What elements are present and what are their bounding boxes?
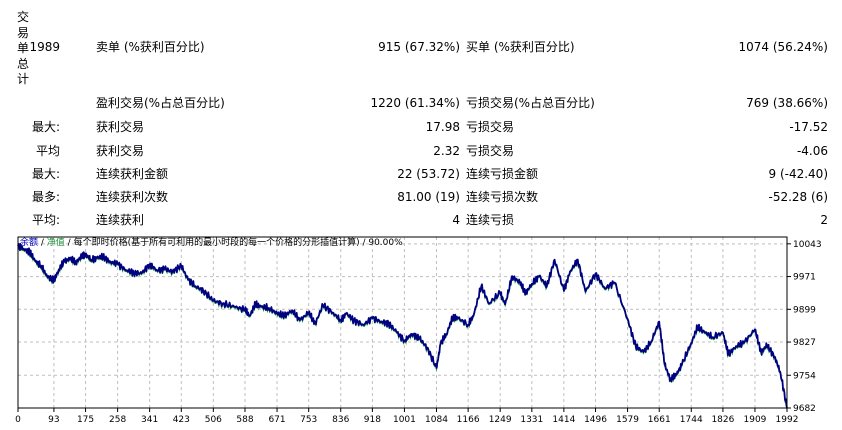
legend-separator: / [64,238,74,248]
average-profit-value: 2.32 [433,144,460,158]
x-tick-label: 1166 [457,415,480,425]
largest-profit-label: 获利交易 [96,120,145,134]
average-loss-value: -4.06 [796,144,828,158]
x-tick-label: 175 [77,415,94,425]
x-tick-label: 1992 [776,415,799,425]
x-tick-label: 753 [300,415,317,425]
max-consecutive-profit-value: 81.00 (19) [397,190,460,204]
average-consecutive-losses-label: 连续亏损 [466,213,515,227]
max-consecutive-wins-label: 连续获利金额 [96,167,169,181]
x-tick-label: 0 [15,415,21,425]
short-positions-value: 915 (67.32%) [378,40,460,54]
loss-trades-label: 亏损交易(%占总百分比) [466,96,595,110]
chart-legend: 余额 / 净值 / 每个即时价格(基于所有可利用的最小时段的每一个价格的分形插值… [20,237,403,249]
x-tick-label: 1414 [552,415,575,425]
chart-lines [17,242,788,410]
x-tick-label: 1661 [648,415,671,425]
largest-loss-label: 亏损交易 [466,120,515,134]
side-label-char: 计 [16,72,29,86]
x-tick-label: 588 [236,415,253,425]
stats-row-max-consecutive-count: 最多: 连续获利次数 81.00 (19) 连续亏损次数 -52.28 (6) [0,187,842,207]
x-tick-label: 1744 [680,415,703,425]
legend-model-description: 每个即时价格(基于所有可利用的最小时段的每一个价格的分形插值计算) [73,238,360,248]
average-consecutive-losses-value: 2 [820,213,828,227]
row-prefix: 最大: [31,167,60,181]
x-tick-label: 1579 [616,415,639,425]
y-tick-label: 9971 [793,273,816,283]
x-tick-label: 918 [364,415,381,425]
x-tick-label: 671 [268,415,285,425]
average-loss-label: 亏损交易 [466,144,515,158]
long-positions-value: 1074 (56.24%) [738,40,828,54]
x-tick-label: 1331 [520,415,543,425]
largest-loss-value: -17.52 [789,120,828,134]
legend-equity: 净值 [46,238,65,248]
profit-trades-label: 盈利交易(%占总百分比) [96,96,225,110]
max-consecutive-loss-value: -52.28 (6) [768,190,829,204]
stats-row-sell-buy: 1989 卖单 (%获利百分比) 915 (67.32%) 买单 (%获利百分比… [0,37,842,57]
side-label-char: 总 [16,56,29,71]
row-prefix: 平均: [31,213,60,227]
side-label-char: 易 [16,25,29,40]
row-prefix: 平均 [35,144,60,158]
x-tick-label: 506 [205,415,222,425]
average-consecutive-wins-label: 连续获利 [96,213,145,227]
average-consecutive-wins-value: 4 [452,213,460,227]
chart-frame [17,236,788,409]
row-prefix: 最多: [31,190,60,204]
x-tick-label: 1001 [393,415,416,425]
x-tick-label: 1826 [711,415,734,425]
loss-trades-value: 769 (38.66%) [746,96,828,110]
y-tick-label: 10043 [793,240,822,250]
x-tick-label: 93 [48,415,59,425]
x-tick-label: 1909 [744,415,767,425]
short-positions-label: 卖单 (%获利百分比) [96,40,205,54]
stats-row-profit-loss-trades: 盈利交易(%占总百分比) 1220 (61.34%) 亏损交易(%占总百分比) … [0,93,842,113]
x-tick-label: 423 [173,415,190,425]
average-profit-label: 获利交易 [96,144,145,158]
y-tick-label: 9899 [793,305,816,315]
profit-trades-value: 1220 (61.34%) [370,96,460,110]
x-tick-label: 258 [109,415,126,425]
stats-row-average-consecutive: 平均: 连续获利 4 连续亏损 2 [0,210,842,230]
x-tick-label: 1249 [489,415,512,425]
legend-modelling-quality: 90.00% [368,238,403,248]
side-label-char: 交 [16,10,29,24]
y-tick-label: 9682 [793,404,816,414]
long-positions-label: 买单 (%获利百分比) [466,40,575,54]
side-label-char: 单 [16,41,29,55]
max-consecutive-loss-label: 连续亏损次数 [466,190,539,204]
max-consecutive-wins-value: 22 (53.72) [397,167,460,181]
legend-separator: / [359,238,369,248]
stats-row-largest: 最大: 获利交易 17.98 亏损交易 -17.52 [0,117,842,137]
stats-row-average: 平均 获利交易 2.32 亏损交易 -4.06 [0,141,842,161]
x-tick-label: 341 [141,415,158,425]
max-consecutive-losses-value: 9 (-42.40) [768,167,829,181]
balance-line [17,242,788,409]
chart-axes: 0 93 175 258 341 423 506 588 671 753 836 918 1001 108… [15,236,822,425]
x-tick-label: 836 [332,415,349,425]
trade-summary-vertical-label: 交 易 单 总 计 [15,10,31,88]
total-trades-count: 1989 [29,40,60,54]
largest-profit-value: 17.98 [425,120,460,134]
balance-chart-svg: 0 93 175 258 341 423 506 588 671 753 836 918 1001 108… [15,236,822,425]
x-tick-label: 1084 [425,415,448,425]
balance-chart: 0 93 175 258 341 423 506 588 671 753 836 918 1001 108… [0,234,842,430]
x-tick-label: 1496 [584,415,607,425]
stats-row-max-consecutive-amount: 最大: 连续获利金额 22 (53.72) 连续亏损金额 9 (-42.40) [0,164,842,184]
max-consecutive-profit-label: 连续获利次数 [96,190,169,204]
legend-separator: / [38,238,47,248]
max-consecutive-losses-label: 连续亏损金额 [466,167,539,181]
y-tick-label: 9827 [793,338,816,348]
legend-balance: 余额 [20,238,39,248]
row-prefix: 最大: [31,120,60,134]
y-tick-label: 9754 [793,371,816,381]
